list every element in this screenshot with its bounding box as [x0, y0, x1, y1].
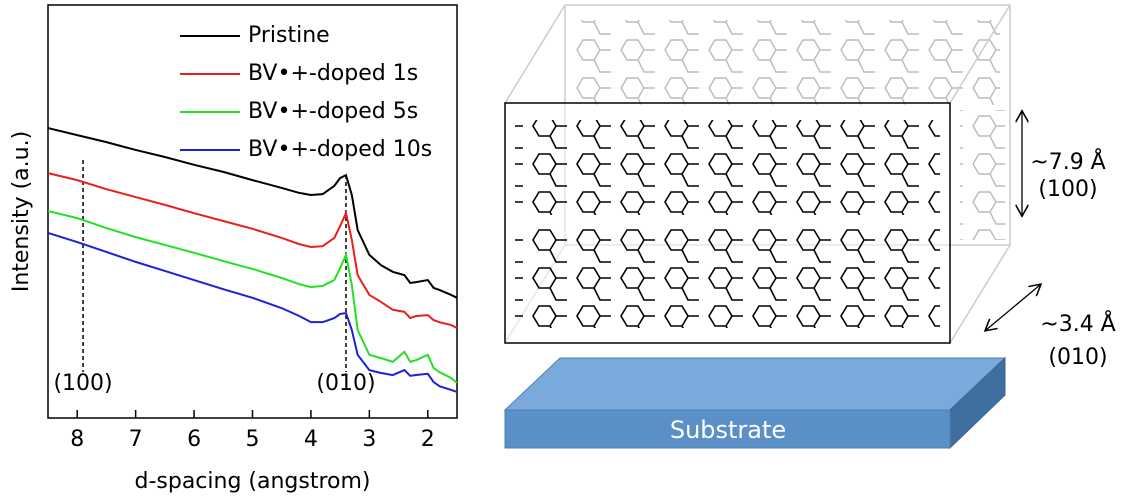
annotation-label: (100) [53, 371, 112, 396]
series-line [47, 127, 458, 299]
molecule-row [515, 120, 940, 215]
edge [504, 4, 566, 104]
arrow [986, 285, 1040, 330]
legend-label: BV•+-doped 1s [248, 61, 418, 86]
legend-label: BV•+-doped 10s [248, 137, 432, 162]
substrate-front [504, 409, 951, 449]
x-tick-label: 6 [187, 427, 201, 452]
legend-label: Pristine [248, 23, 330, 48]
edge [949, 4, 1011, 104]
molecule-row [515, 228, 940, 328]
x-tick-label: 7 [129, 427, 143, 452]
spacing-label: ~3.4 Å [1040, 310, 1115, 337]
legend-label: BV•+-doped 5s [248, 99, 418, 124]
substrate-label: Substrate [670, 416, 786, 444]
side-molecules [960, 110, 1005, 240]
edge [949, 244, 1011, 344]
x-tick-label: 4 [304, 427, 318, 452]
back-molecules [575, 20, 1000, 105]
y-axis-label: Intensity (a.u.) [9, 131, 34, 292]
plane-label: (010) [1048, 345, 1107, 370]
annotation-label: (010) [316, 371, 375, 396]
x-tick-label: 8 [70, 427, 84, 452]
plane-label: (100) [1038, 177, 1097, 202]
x-axis-label: d-spacing (angstrom) [134, 469, 370, 494]
spacing-label: ~7.9 Å [1030, 148, 1105, 175]
series-line [47, 172, 458, 329]
series-line [47, 210, 458, 384]
series-line [47, 232, 458, 393]
substrate-top [503, 357, 1007, 411]
x-tick-label: 3 [362, 427, 376, 452]
xrd-chart: 8 7 6 5 4 3 2 d-spacing (angstrom) Intensity (a.… [9, 4, 458, 494]
x-tick-label: 5 [246, 427, 260, 452]
molecular-diagram: ~7.9 Å (100) ~3.4 Å (010) Substrate [503, 4, 1116, 450]
x-tick-label: 2 [421, 427, 435, 452]
